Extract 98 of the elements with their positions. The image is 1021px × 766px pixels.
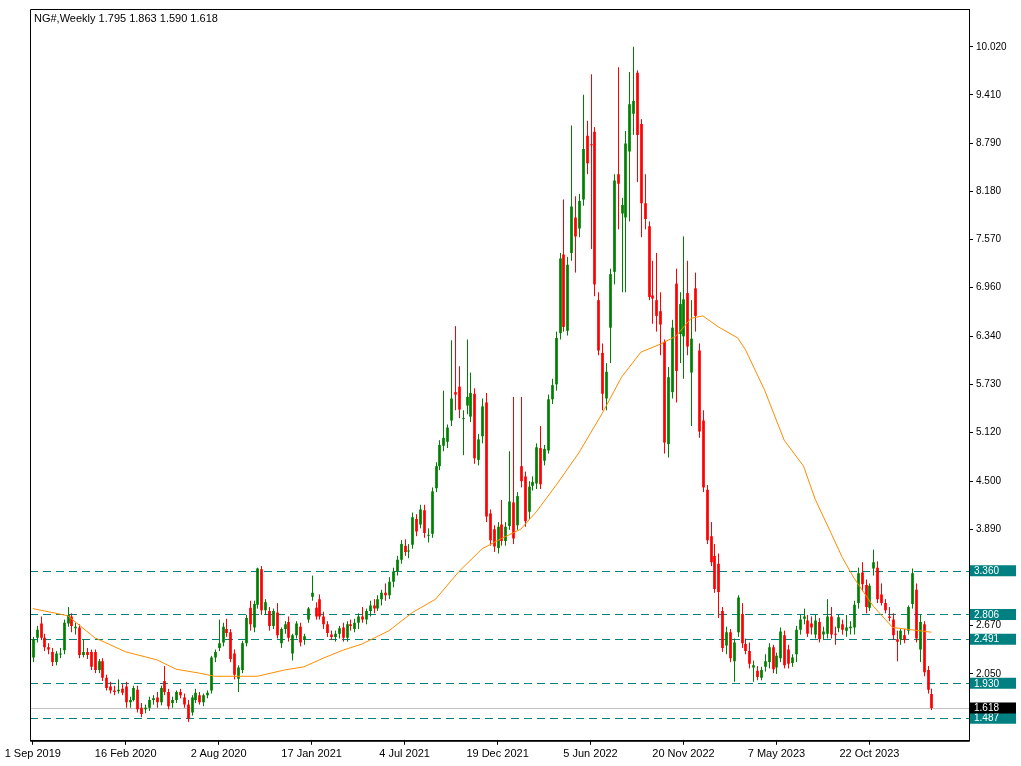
x-tick-label: 7 May 2023: [747, 747, 806, 760]
y-tick-label: 5.120: [976, 426, 1002, 438]
x-tick-label: 2 Aug 2020: [190, 747, 247, 760]
candlestick: [450, 339, 453, 427]
x-tick-label: 19 Dec 2021: [466, 747, 529, 760]
ref-line-label: 1.930: [974, 677, 1000, 689]
candlestick: [868, 582, 871, 612]
candlestick: [160, 685, 163, 706]
candlestick: [845, 614, 848, 638]
candlestick: [725, 626, 728, 655]
candlestick: [617, 66, 620, 230]
candlestick: [407, 543, 410, 559]
y-tick-label: 6.340: [976, 330, 1002, 342]
candlestick: [272, 608, 275, 630]
candlestick: [392, 567, 395, 588]
candlestick: [427, 527, 430, 544]
candlestick: [222, 622, 225, 647]
candlestick: [733, 638, 736, 683]
y-tick-label: 10.020: [976, 40, 1008, 52]
candlestick: [187, 699, 190, 723]
candlestick: [768, 642, 771, 669]
ref-line-label: 1.618: [974, 702, 1000, 714]
candlestick: [342, 622, 345, 643]
candlestick: [551, 378, 554, 405]
candlestick: [136, 685, 139, 713]
x-tick-label: 16 Feb 2020: [94, 747, 157, 760]
y-tick-label: 9.410: [976, 88, 1002, 100]
y-tick-label: 3.890: [976, 522, 1002, 534]
candlestick: [419, 504, 422, 529]
candlestick: [90, 649, 93, 671]
candlestick: [125, 681, 128, 709]
x-tick-label: 1 Sep 2019: [4, 747, 61, 760]
candlestick: [276, 602, 279, 640]
candlestick: [291, 633, 294, 662]
candlestick: [752, 660, 755, 683]
candlestick: [280, 626, 283, 649]
candlestick: [415, 513, 418, 537]
candlestick: [814, 614, 817, 640]
candlestick: [907, 604, 910, 636]
chart-title: NG#,Weekly 1.795 1.863 1.590 1.618: [34, 11, 218, 24]
candlestick: [818, 617, 821, 643]
ref-line-label: 2.491: [974, 633, 1000, 645]
candlestick: [94, 649, 97, 674]
candlestick: [748, 641, 751, 669]
y-tick-label: 4.500: [976, 474, 1002, 486]
candlestick: [861, 561, 864, 592]
candlestick: [644, 173, 647, 230]
candlestick: [446, 423, 449, 449]
ref-line-label: 3.360: [974, 565, 1000, 577]
candlestick: [806, 614, 809, 638]
y-tick-label: 2.670: [976, 618, 1002, 630]
y-tick-label: 5.730: [976, 378, 1002, 390]
ref-line-label: 1.487: [974, 712, 1000, 724]
candlestick: [458, 365, 461, 419]
candlestick: [268, 606, 271, 632]
candlestick: [826, 598, 829, 640]
candlestick: [163, 665, 166, 696]
candlestick: [59, 647, 62, 659]
x-tick-label: 22 Oct 2023: [839, 747, 900, 760]
y-tick-label: 8.180: [976, 185, 1002, 197]
x-tick-label: 20 Nov 2022: [652, 747, 715, 760]
candlestick: [218, 619, 221, 652]
candlestick: [396, 555, 399, 577]
y-tick-label: 6.960: [976, 281, 1002, 293]
x-tick-label: 17 Jan 2021: [281, 747, 342, 760]
y-tick-label: 7.570: [976, 233, 1002, 245]
candlestick: [454, 325, 457, 411]
candlestick: [872, 549, 875, 577]
candlestick: [466, 338, 469, 415]
candlestick: [400, 539, 403, 565]
candlestick: [51, 647, 54, 667]
candlestick: [655, 252, 658, 333]
candlestick: [659, 291, 662, 356]
candlestick: [497, 521, 500, 555]
candlestick: [830, 606, 833, 640]
candlestick: [388, 576, 391, 600]
candlestick: [299, 622, 302, 647]
y-tick-label: 2.050: [976, 667, 1002, 679]
candlestick: [574, 195, 577, 274]
candlestick: [249, 600, 252, 632]
candlestick: [82, 638, 85, 658]
candlestick: [500, 499, 503, 547]
candlestick: [892, 612, 895, 641]
candlestick: [423, 504, 426, 539]
ref-line-label: 2.806: [974, 608, 1000, 620]
candlestick: [384, 582, 387, 602]
candlestick: [853, 600, 856, 636]
candlestick: [799, 614, 802, 636]
y-tick-label: 8.790: [976, 137, 1002, 149]
candlestick: [772, 644, 775, 674]
candlestick: [311, 575, 314, 602]
candlestick: [865, 578, 868, 614]
candlestick: [477, 433, 480, 466]
candlestick: [32, 636, 35, 663]
x-tick-label: 5 Jun 2022: [563, 747, 618, 760]
candlestick: [462, 409, 465, 456]
candlestick: [167, 688, 170, 710]
x-tick-label: 4 Jul 2021: [379, 747, 430, 760]
